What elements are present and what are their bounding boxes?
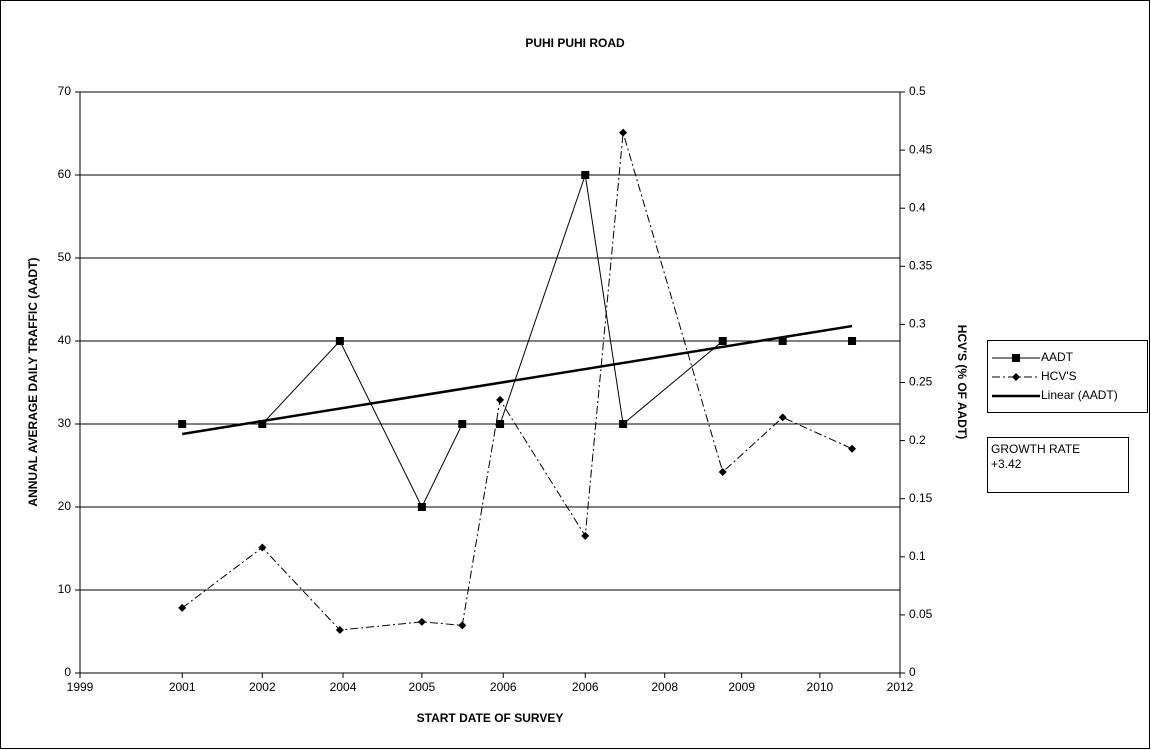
x-tick-label: 2010: [807, 680, 834, 694]
marker: [258, 420, 267, 428]
marker: [1012, 373, 1020, 381]
marker: [619, 420, 628, 428]
y2-tick-label: 0: [909, 665, 916, 679]
marker: [848, 444, 857, 453]
x-tick-label: 2004: [330, 680, 357, 694]
y2-tick-label: 0.3: [909, 317, 926, 331]
series-line: [181, 324, 853, 436]
y2-tick-label: 0.5: [909, 84, 926, 98]
marker: [417, 503, 426, 511]
marker: [335, 337, 344, 345]
y2-tick-label: 0.1: [909, 549, 926, 563]
x-tick-label: 2009: [728, 680, 755, 694]
marker: [417, 617, 426, 626]
y2-tick-label: 0.35: [909, 258, 933, 272]
marker: [458, 621, 467, 630]
annotation-text: GROWTH RATE: [991, 442, 1080, 456]
x-tick-label: 2002: [249, 680, 276, 694]
marker: [718, 337, 727, 345]
marker: [335, 626, 344, 635]
marker: [178, 603, 187, 612]
x-tick-label: 2005: [409, 680, 436, 694]
x-tick-label: 2008: [651, 680, 678, 694]
legend-label: Linear (AADT): [1041, 388, 1118, 402]
marker: [581, 171, 590, 179]
legend-label: HCV'S: [1041, 369, 1077, 383]
y-tick-label: 30: [58, 416, 72, 430]
marker: [258, 543, 267, 552]
y-tick-label: 0: [64, 665, 71, 679]
y2-axis-title: HCV'S (% OF AADT): [955, 325, 969, 439]
y2-tick-label: 0.45: [909, 142, 933, 156]
y2-tick-label: 0.4: [909, 200, 926, 214]
marker: [778, 337, 787, 345]
y-axis-title: ANNUAL AVERAGE DAILY TRAFFIC (AADT): [26, 257, 40, 506]
y2-tick-label: 0.15: [909, 491, 933, 505]
annotation-box: [987, 437, 1129, 493]
y-tick-label: 50: [58, 250, 72, 264]
y2-tick-label: 0.05: [909, 607, 933, 621]
y-tick-label: 20: [58, 499, 72, 513]
marker: [496, 395, 505, 404]
x-tick-label: 2012: [887, 680, 914, 694]
marker: [458, 420, 467, 428]
x-tick-label: 2006: [572, 680, 599, 694]
marker: [718, 467, 727, 476]
x-tick-label: 2001: [169, 680, 196, 694]
legend-label: AADT: [1041, 350, 1074, 364]
chart-title: PUHI PUHI ROAD: [525, 36, 625, 50]
x-tick-label: 1999: [67, 680, 94, 694]
y-tick-label: 70: [58, 84, 72, 98]
y-tick-label: 60: [58, 167, 72, 181]
marker: [778, 413, 787, 422]
y2-tick-label: 0.2: [909, 433, 926, 447]
x-axis-title: START DATE OF SURVEY: [417, 711, 564, 725]
marker: [496, 420, 505, 428]
marker: [581, 531, 590, 540]
x-tick-label: 2006: [490, 680, 517, 694]
y2-tick-label: 0.25: [909, 375, 933, 389]
marker: [848, 337, 857, 345]
marker: [619, 128, 628, 137]
marker: [1012, 354, 1020, 362]
y-tick-label: 10: [58, 582, 72, 596]
annotation-text: +3.42: [991, 457, 1022, 471]
marker: [178, 420, 187, 428]
y-tick-label: 40: [58, 333, 72, 347]
